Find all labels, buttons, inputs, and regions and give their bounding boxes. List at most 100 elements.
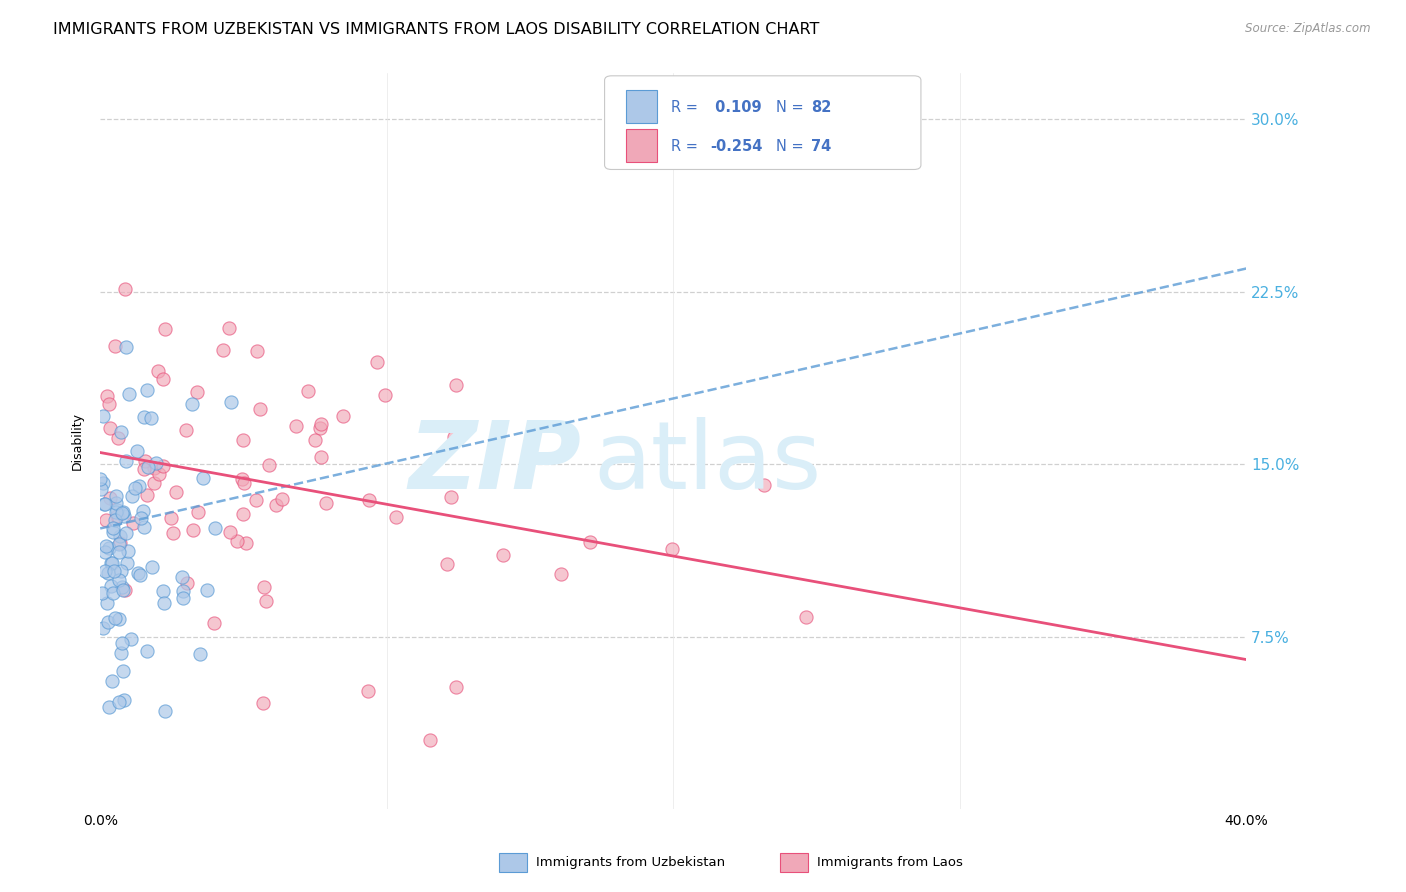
Point: [297, 384, 319, 399]
Point: [108, 612, 131, 626]
Point: [89, 472, 111, 486]
Point: [257, 458, 280, 473]
Point: [96, 389, 118, 403]
Point: [101, 557, 124, 571]
Point: [444, 680, 467, 694]
Point: [98, 421, 121, 435]
Point: [232, 433, 254, 447]
Text: 74: 74: [811, 139, 831, 154]
Point: [91, 476, 114, 491]
Point: [134, 454, 156, 468]
Point: [172, 591, 194, 605]
Point: [129, 511, 152, 525]
Point: [111, 665, 134, 679]
Point: [264, 498, 287, 512]
Point: [436, 557, 458, 571]
Point: [172, 583, 194, 598]
Point: [91, 586, 114, 600]
Point: [112, 505, 135, 519]
Point: [794, 610, 817, 624]
Point: [249, 401, 271, 416]
Point: [492, 548, 515, 562]
Point: [93, 498, 115, 512]
Point: [309, 450, 332, 465]
Point: [114, 583, 136, 598]
Point: [101, 521, 124, 535]
Point: [145, 457, 167, 471]
Point: [111, 580, 134, 594]
Point: [96, 597, 118, 611]
Point: [94, 497, 117, 511]
Point: [105, 505, 128, 519]
Point: [114, 526, 136, 541]
Point: [139, 410, 162, 425]
Point: [304, 433, 326, 447]
Text: 82: 82: [811, 100, 831, 115]
Point: [94, 564, 117, 578]
Point: [105, 509, 128, 524]
Point: [108, 573, 131, 587]
Point: [134, 410, 156, 425]
Point: [124, 481, 146, 495]
Point: [110, 636, 132, 650]
Point: [141, 559, 163, 574]
Point: [232, 507, 254, 521]
Point: [146, 364, 169, 378]
Point: [98, 699, 121, 714]
Point: [112, 693, 135, 707]
Point: [153, 322, 176, 336]
Point: [181, 523, 204, 537]
Point: [125, 444, 148, 458]
Point: [202, 616, 225, 631]
Point: [128, 479, 150, 493]
Point: [359, 492, 381, 507]
Point: [105, 502, 128, 516]
Point: [252, 696, 274, 710]
Point: [193, 470, 215, 484]
Point: [136, 459, 159, 474]
Point: [97, 397, 120, 411]
Point: [110, 425, 132, 439]
Point: [181, 397, 204, 411]
Point: [446, 378, 468, 392]
Point: [419, 732, 441, 747]
Point: [152, 459, 174, 474]
Point: [104, 339, 127, 353]
Point: [579, 534, 602, 549]
Point: [218, 321, 240, 335]
Text: Immigrants from Uzbekistan: Immigrants from Uzbekistan: [536, 856, 725, 869]
Text: Immigrants from Laos: Immigrants from Laos: [817, 856, 963, 869]
Point: [253, 580, 276, 594]
Point: [357, 684, 380, 698]
Point: [108, 529, 131, 543]
Point: [115, 557, 138, 571]
Point: [110, 646, 132, 660]
Point: [94, 545, 117, 559]
Point: [104, 611, 127, 625]
Point: [246, 343, 269, 358]
Point: [90, 482, 112, 496]
Text: R =: R =: [671, 139, 702, 154]
Point: [188, 647, 211, 661]
Point: [170, 569, 193, 583]
Point: [132, 461, 155, 475]
Point: [315, 496, 337, 510]
Point: [142, 460, 165, 475]
Point: [91, 409, 114, 424]
Point: [285, 418, 308, 433]
Point: [107, 537, 129, 551]
Point: [100, 556, 122, 570]
Point: [443, 430, 465, 444]
Point: [100, 579, 122, 593]
Point: [332, 409, 354, 423]
Point: [120, 632, 142, 646]
Point: [152, 372, 174, 386]
Point: [105, 490, 128, 504]
Point: [148, 467, 170, 482]
Point: [91, 621, 114, 635]
Point: [136, 488, 159, 502]
Point: [440, 490, 463, 504]
Point: [98, 541, 121, 555]
Text: Source: ZipAtlas.com: Source: ZipAtlas.com: [1246, 22, 1371, 36]
Point: [97, 566, 120, 580]
